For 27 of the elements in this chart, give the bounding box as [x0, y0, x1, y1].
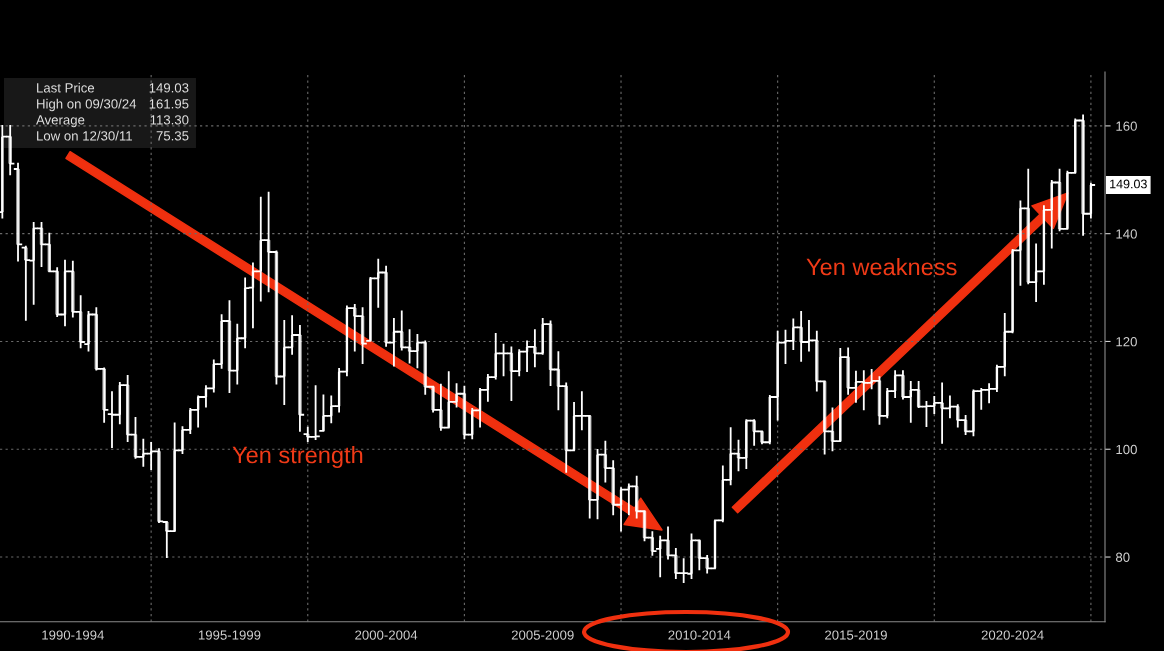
candlestick [1066, 170, 1069, 230]
annotation: Average [36, 115, 85, 128]
x-tick-label: 2005-2009 [511, 630, 574, 640]
candlestick [760, 430, 764, 445]
annotation: 161.95 [149, 99, 189, 109]
y-tick-label: 80 [1115, 552, 1130, 562]
annotation: 75.35 [156, 131, 189, 141]
x-tick-label: 1990-1994 [42, 630, 104, 640]
x-tick-label: 1995-1999 [198, 630, 261, 640]
annotation: High on 09/30/24 [37, 98, 137, 112]
y-tick-label: 140 [1116, 229, 1137, 239]
annotation: Yen strength [232, 445, 363, 468]
y-tick-label: 120 [1116, 337, 1137, 347]
annotation: 149.03 [149, 83, 189, 93]
annotation: 113.30 [150, 115, 189, 125]
candlestick [431, 385, 435, 413]
x-tick-label: 2000-2004 [355, 630, 418, 640]
annotation: Last Price [37, 82, 95, 93]
annotation: Yen weakness [806, 258, 957, 276]
x-tick-label: 2010-2014 [668, 630, 731, 640]
candlestick [157, 448, 161, 523]
y-tick-label: 100 [1116, 444, 1137, 455]
x-tick-label: 2020-2024 [981, 630, 1044, 640]
text: 149.03 [1110, 179, 1147, 189]
annotation: Low on 12/30/11 [37, 130, 132, 141]
y-tick-label: 160 [1116, 121, 1137, 131]
x-tick-label: 2015-2019 [825, 630, 887, 640]
